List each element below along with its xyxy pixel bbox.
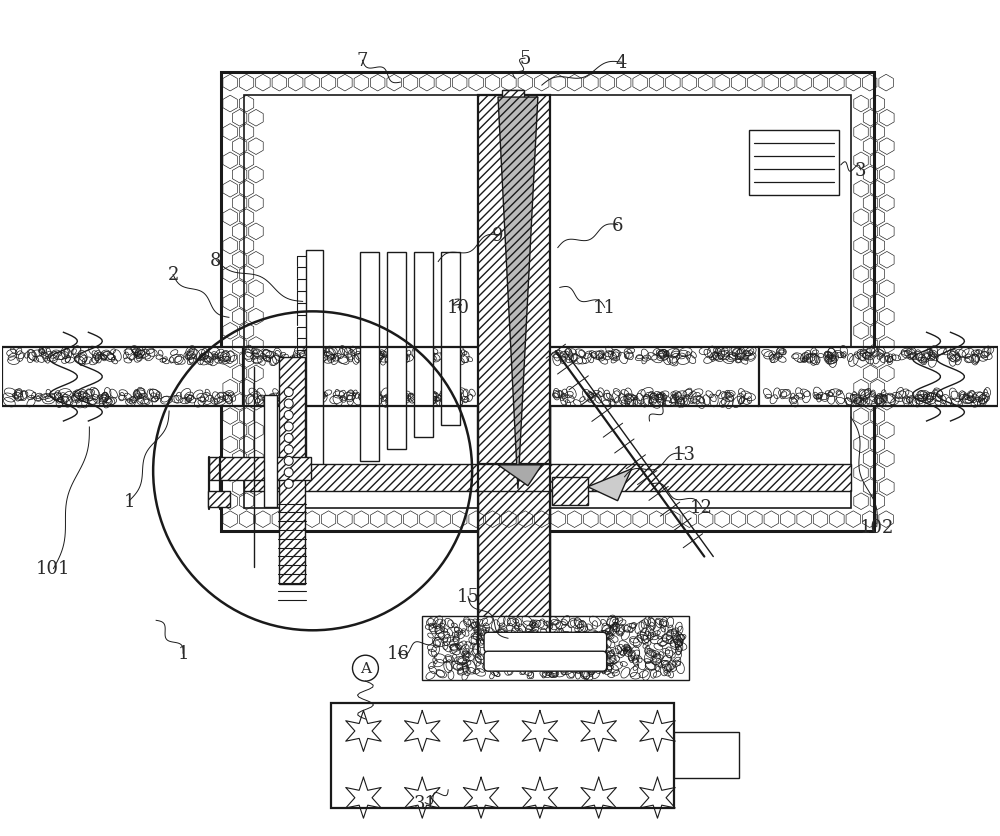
Bar [478,406,550,654]
Bar [331,703,674,808]
Circle shape [284,411,293,420]
Text: 2: 2 [167,266,179,284]
Polygon shape [498,98,538,489]
Text: 31: 31 [414,793,437,812]
Bar [478,96,550,464]
Text: 16: 16 [387,645,410,662]
Circle shape [284,446,293,454]
Circle shape [284,456,293,466]
Text: 9: 9 [492,227,504,244]
Bar [674,732,739,778]
Polygon shape [588,469,632,501]
Text: 1: 1 [177,645,189,662]
Circle shape [284,400,293,409]
Text: 14: 14 [658,393,681,410]
Text: 6: 6 [612,217,623,234]
Bar [759,348,998,406]
Circle shape [284,422,293,431]
Bar [360,252,379,461]
Text: 5: 5 [519,50,531,68]
Bar [422,617,689,681]
Bar [244,464,851,492]
Bar [221,73,874,531]
Bar [264,395,277,507]
Bar [749,130,839,196]
Circle shape [284,468,293,477]
Bar [306,250,323,469]
Bar [209,457,311,480]
Bar [502,91,524,119]
Text: 102: 102 [860,518,894,536]
Text: 101: 101 [36,560,71,578]
Text: 10: 10 [447,299,470,317]
Bar [2,348,243,406]
FancyBboxPatch shape [484,651,607,671]
Bar [414,252,433,437]
Text: 7: 7 [357,52,368,70]
Text: A: A [360,661,371,675]
Polygon shape [498,466,542,487]
Bar [441,252,460,426]
Circle shape [284,388,293,397]
Bar [208,492,230,507]
Bar [244,96,851,508]
Text: 1: 1 [123,492,135,510]
Text: 11: 11 [593,299,616,317]
Text: 13: 13 [673,446,696,463]
Text: 4: 4 [616,54,627,72]
FancyBboxPatch shape [484,633,607,652]
Circle shape [284,434,293,443]
Bar [387,252,406,450]
Bar [552,477,588,505]
Text: 15: 15 [457,588,480,605]
Bar [279,358,305,584]
Text: 3: 3 [855,161,867,180]
Circle shape [284,480,293,489]
Text: 8: 8 [210,252,222,269]
Text: 12: 12 [690,498,713,516]
Bar [503,91,523,469]
